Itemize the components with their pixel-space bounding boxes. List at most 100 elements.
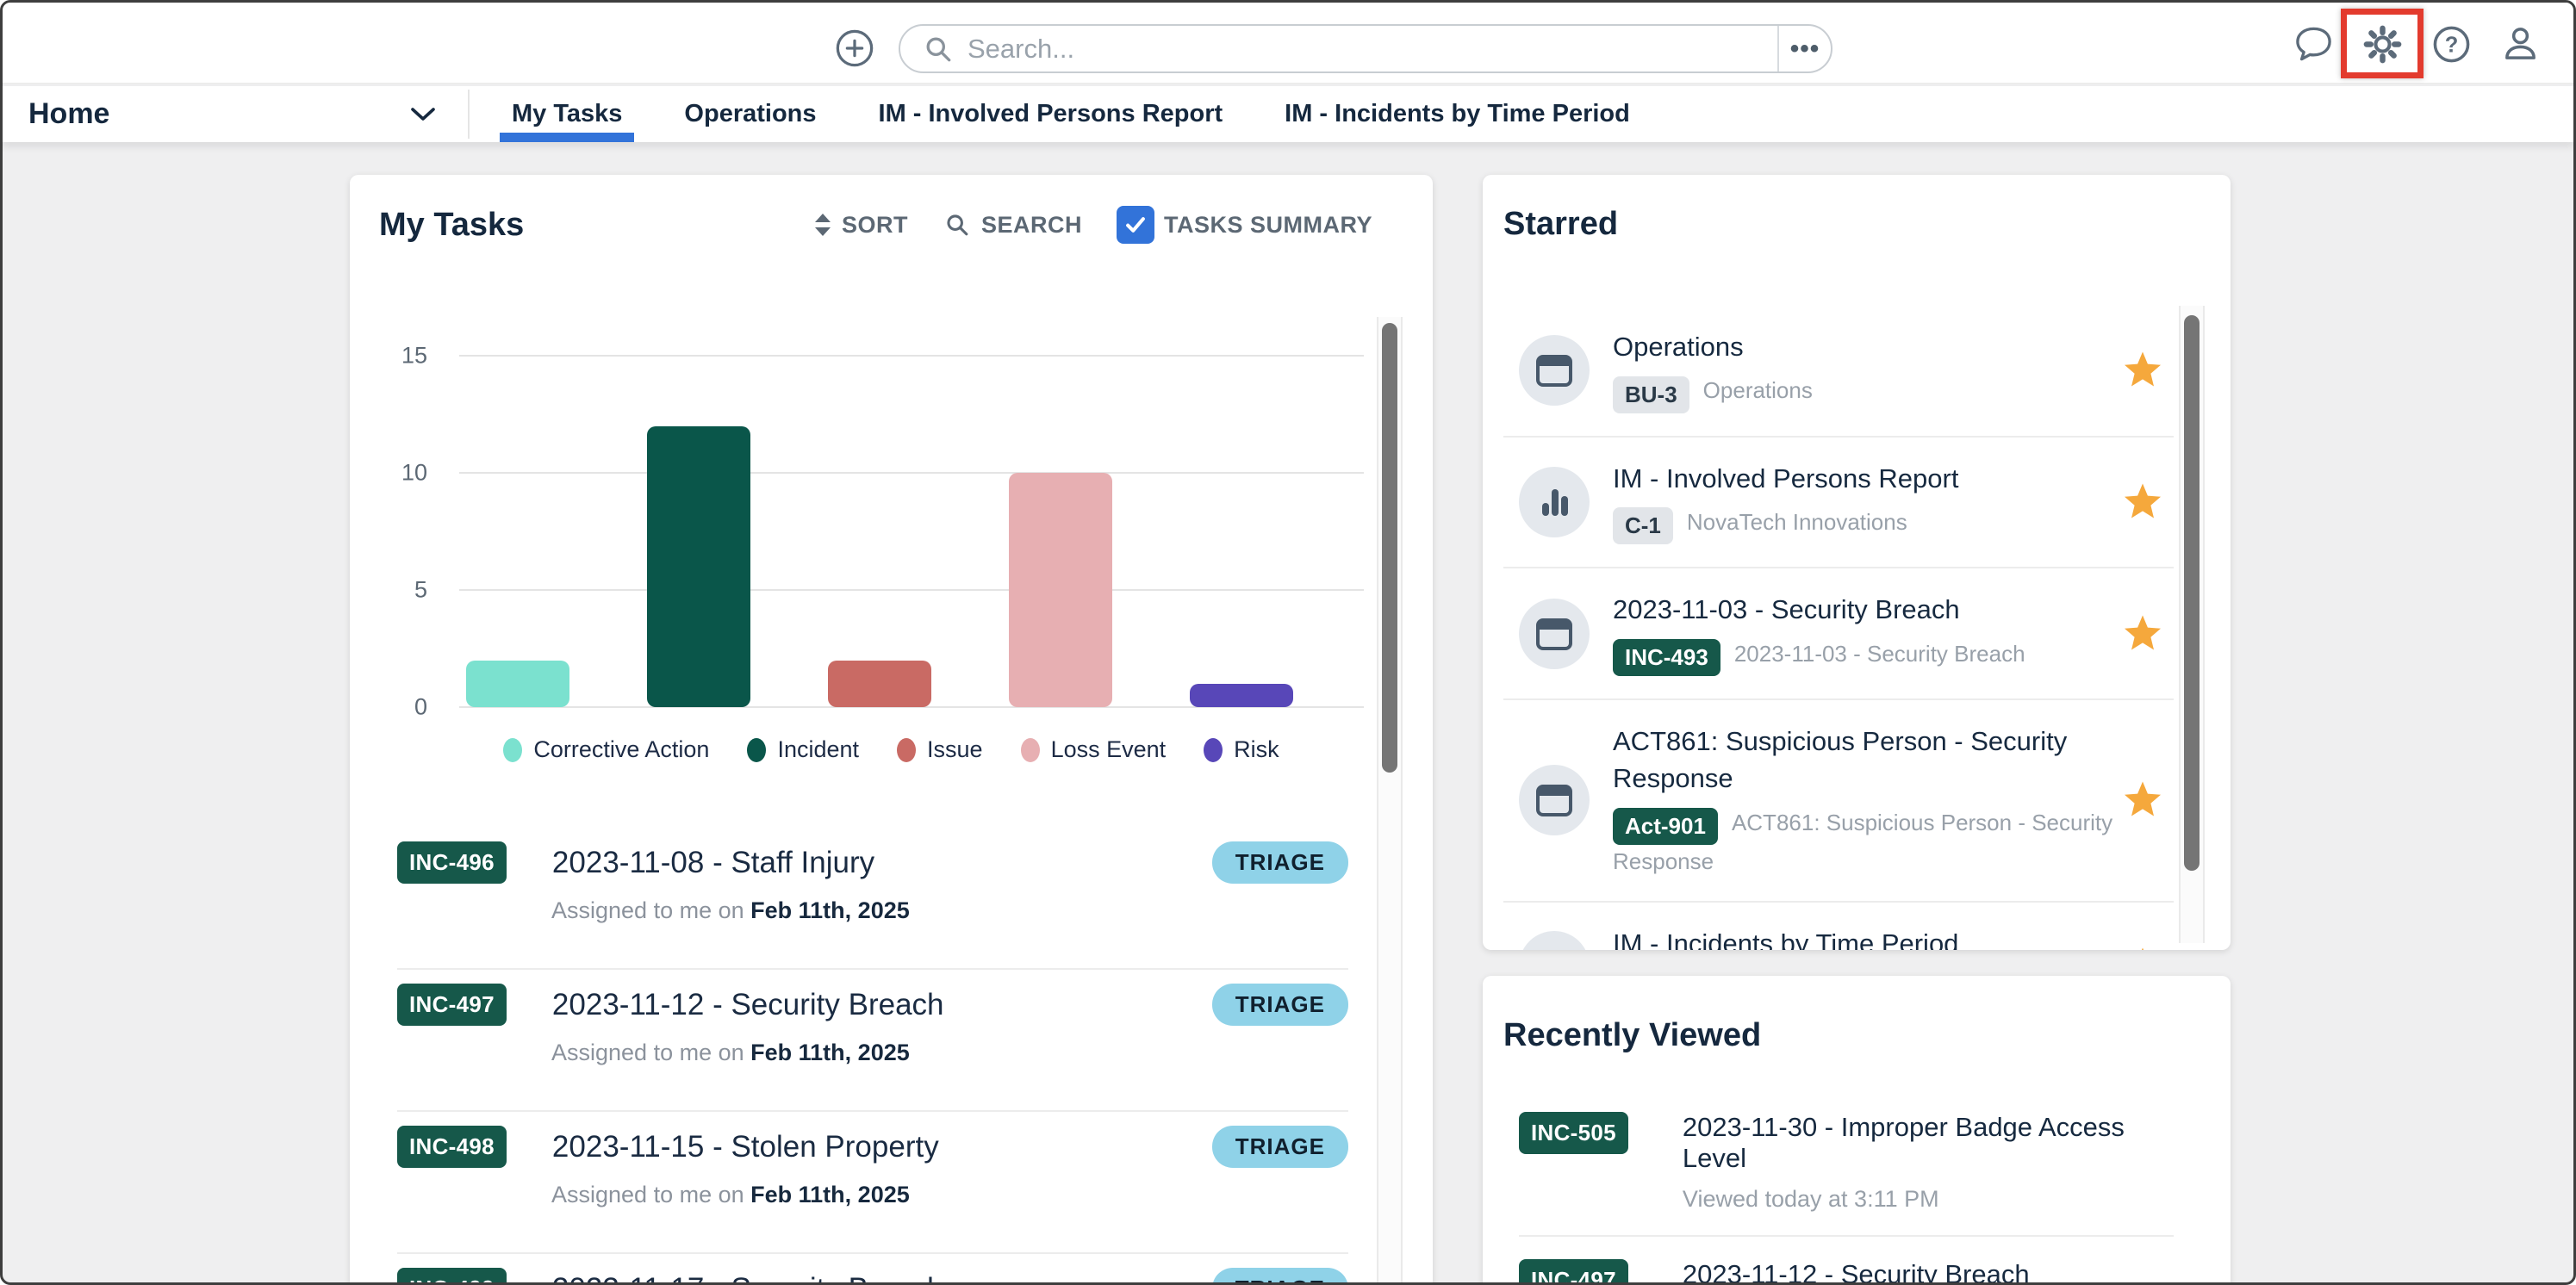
item-title[interactable]: 2023-11-12 - Security Breach bbox=[1682, 1259, 2030, 1285]
legend-label: Loss Event bbox=[1050, 736, 1167, 762]
settings-area bbox=[2341, 9, 2424, 78]
star-button[interactable] bbox=[2124, 780, 2162, 820]
tab-label: My Tasks bbox=[512, 100, 623, 127]
nav-divider bbox=[468, 90, 470, 139]
gridline bbox=[459, 472, 1364, 474]
star-button[interactable] bbox=[2124, 947, 2162, 950]
bar-risk[interactable] bbox=[1190, 684, 1293, 707]
bar-incident[interactable] bbox=[647, 426, 750, 707]
bar-plot bbox=[459, 355, 1364, 708]
item-badge-row: BU-3 Operations bbox=[1613, 374, 2124, 413]
starred-scrollbar-thumb[interactable] bbox=[2184, 315, 2200, 871]
legend-entry: Issue bbox=[897, 736, 983, 763]
y-axis-tick: 5 bbox=[414, 576, 427, 603]
tab-label: Operations bbox=[684, 100, 817, 127]
bar-loss-event[interactable] bbox=[1009, 473, 1112, 707]
recently-viewed-item[interactable]: INC-497 2023-11-12 - Security Breach Vie… bbox=[1519, 1237, 2174, 1285]
user-button[interactable] bbox=[2499, 23, 2541, 65]
recently-viewed-list: INC-505 2023-11-30 - Improper Badge Acce… bbox=[1519, 1089, 2174, 1285]
star-button[interactable] bbox=[2124, 614, 2162, 654]
assigned-date: Feb 11th, 2025 bbox=[750, 897, 910, 923]
settings-button[interactable] bbox=[2361, 23, 2403, 65]
star-icon bbox=[2125, 351, 2161, 387]
item-title[interactable]: IM - Involved Persons Report bbox=[1613, 462, 1959, 494]
task-title[interactable]: 2023-11-17 - Security Breach bbox=[552, 1272, 1212, 1283]
bar-corrective-action[interactable] bbox=[466, 661, 569, 707]
item-content: IM - Incidents by Time Period bbox=[1613, 925, 2124, 950]
star-button[interactable] bbox=[2124, 482, 2162, 522]
task-list: INC-496 2023-11-08 - Staff Injury TRIAGE… bbox=[397, 828, 1348, 1283]
search-input[interactable] bbox=[968, 33, 1777, 65]
task-status-pill: TRIAGE bbox=[1211, 841, 1348, 884]
my-tasks-card: My Tasks SORT SEARCH bbox=[350, 175, 1433, 1283]
global-search: ••• bbox=[899, 24, 1832, 73]
sort-label: SORT bbox=[841, 211, 908, 238]
window-icon bbox=[1536, 355, 1572, 388]
item-avatar bbox=[1519, 931, 1590, 950]
window-icon bbox=[1536, 618, 1572, 650]
item-avatar bbox=[1519, 765, 1590, 836]
task-row[interactable]: INC-496 2023-11-08 - Staff Injury TRIAGE… bbox=[397, 828, 1348, 970]
task-row[interactable]: INC-498 2023-11-15 - Stolen Property TRI… bbox=[397, 1112, 1348, 1254]
task-title[interactable]: 2023-11-12 - Security Breach bbox=[551, 987, 944, 1021]
legend-label: Incident bbox=[777, 736, 860, 762]
item-title[interactable]: ACT861: Suspicious Person - Security Res… bbox=[1613, 725, 2068, 794]
home-dropdown[interactable]: Home bbox=[3, 86, 468, 142]
item-title[interactable]: 2023-11-30 - Improper Badge Access Level bbox=[1682, 1112, 2125, 1173]
item-viewed-time: Viewed today at 3:11 PM bbox=[1682, 1186, 1939, 1212]
task-id-badge: INC-498 bbox=[397, 1126, 507, 1168]
gridline bbox=[459, 706, 1364, 708]
star-button[interactable] bbox=[2124, 351, 2162, 390]
gridline bbox=[459, 355, 1364, 357]
create-button[interactable] bbox=[835, 28, 874, 68]
tab[interactable]: Operations bbox=[672, 86, 828, 142]
chat-button[interactable] bbox=[2293, 23, 2334, 65]
sort-button[interactable]: SORT bbox=[813, 212, 908, 239]
tab[interactable]: IM - Incidents by Time Period bbox=[1272, 86, 1642, 142]
tab[interactable]: My Tasks bbox=[500, 86, 635, 142]
tab[interactable]: IM - Involved Persons Report bbox=[867, 86, 1235, 142]
recently-viewed-card: Recently Viewed INC-505 2023-11-30 - Imp… bbox=[1483, 976, 2231, 1285]
bar-issue[interactable] bbox=[828, 661, 931, 707]
legend-entry: Incident bbox=[747, 736, 859, 763]
item-title[interactable]: IM - Incidents by Time Period bbox=[1613, 928, 1959, 950]
tasks-summary-checkbox[interactable] bbox=[1117, 206, 1154, 244]
sort-icon bbox=[814, 214, 831, 236]
task-id-badge: INC-499 bbox=[397, 1268, 507, 1282]
item-title[interactable]: Operations bbox=[1613, 332, 1744, 362]
search-icon bbox=[926, 37, 951, 61]
starred-item[interactable]: 2023-11-03 - Security Breach INC-493 2023… bbox=[1503, 568, 2174, 700]
help-button[interactable]: ? bbox=[2430, 23, 2472, 65]
legend-entry: Corrective Action bbox=[503, 736, 709, 763]
my-tasks-header: My Tasks SORT SEARCH bbox=[379, 206, 1372, 244]
task-title[interactable]: 2023-11-15 - Stolen Property bbox=[551, 1129, 939, 1164]
bar-chart-icon bbox=[1542, 488, 1568, 516]
item-title[interactable]: 2023-11-03 - Security Breach bbox=[1613, 594, 1960, 625]
starred-item[interactable]: IM - Involved Persons Report C-1 NovaTech… bbox=[1503, 438, 2174, 569]
assigned-prefix: Assigned to me on bbox=[551, 1182, 751, 1207]
recently-viewed-item[interactable]: INC-505 2023-11-30 - Improper Badge Acce… bbox=[1519, 1089, 2174, 1237]
star-icon bbox=[2125, 483, 2161, 518]
my-tasks-scrollbar-thumb[interactable] bbox=[1382, 323, 1397, 773]
item-subtitle: Operations bbox=[1702, 377, 1813, 404]
chat-icon bbox=[2295, 27, 2331, 61]
star-icon bbox=[2125, 615, 2161, 650]
item-badge-row: C-1 NovaTech Innovations bbox=[1613, 506, 2124, 545]
task-status-pill: TRIAGE bbox=[1211, 984, 1348, 1026]
gear-icon bbox=[2363, 25, 2401, 63]
task-title[interactable]: 2023-11-08 - Staff Injury bbox=[551, 845, 875, 879]
item-content: 2023-11-12 - Security Breach Viewed toda… bbox=[1682, 1259, 2030, 1285]
search-tasks-button[interactable]: SEARCH bbox=[943, 210, 1082, 239]
search-options-button[interactable]: ••• bbox=[1777, 26, 1831, 71]
task-row[interactable]: INC-497 2023-11-12 - Security Breach TRI… bbox=[397, 970, 1348, 1112]
tasks-summary-label: TASKS SUMMARY bbox=[1164, 211, 1372, 238]
task-row[interactable]: INC-499 2023-11-17 - Security Breach TRI… bbox=[397, 1254, 1348, 1283]
starred-item[interactable]: Operations BU-3 Operations bbox=[1503, 306, 2174, 438]
starred-item[interactable]: IM - Incidents by Time Period bbox=[1503, 903, 2174, 950]
starred-item[interactable]: ACT861: Suspicious Person - Security Res… bbox=[1503, 700, 2174, 903]
task-status-pill: TRIAGE bbox=[1211, 1268, 1348, 1282]
item-subtitle: ACT861: Suspicious Person - Security Res… bbox=[1613, 809, 2113, 875]
user-icon bbox=[2504, 27, 2536, 59]
svg-text:?: ? bbox=[2444, 33, 2458, 57]
